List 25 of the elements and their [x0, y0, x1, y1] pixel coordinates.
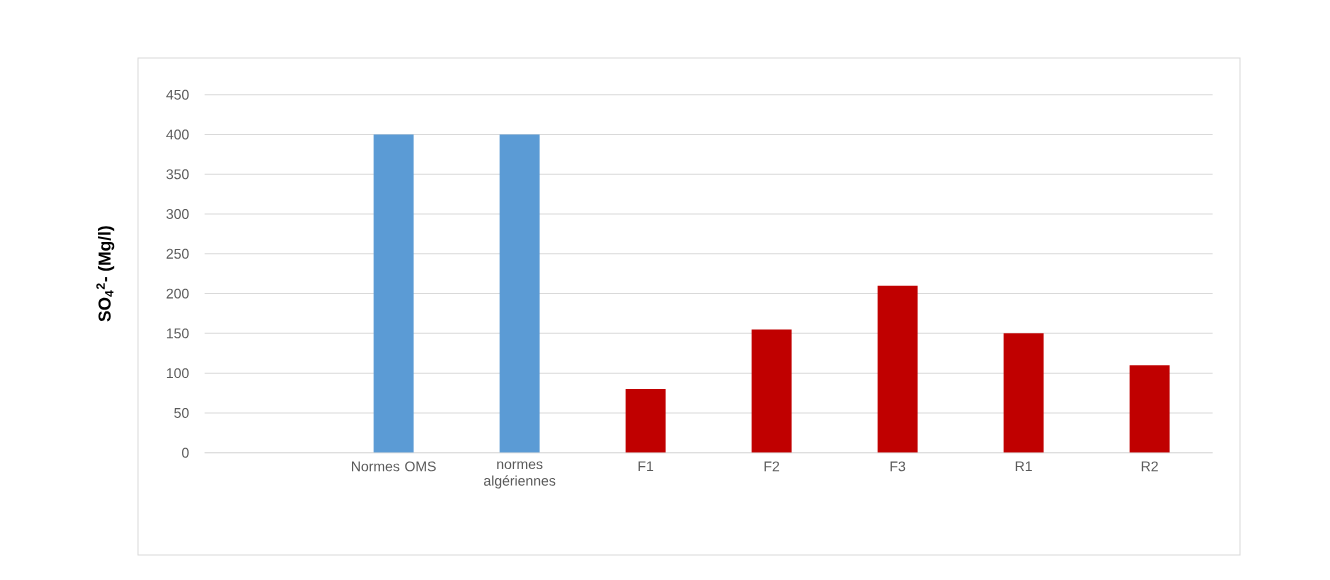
y-tick-label: 200 — [166, 288, 189, 299]
bar — [877, 285, 918, 453]
y-tick-label: 0 — [182, 447, 189, 458]
bar — [625, 389, 666, 453]
x-tick-label: Normes OMS — [352, 461, 436, 472]
bar — [751, 329, 792, 453]
bar — [499, 134, 540, 453]
y-tick-label: 350 — [166, 169, 189, 180]
y-tick-label: 300 — [166, 209, 189, 219]
y-tick-label: 450 — [166, 89, 189, 100]
y-tick-label: 250 — [166, 248, 189, 259]
x-tick-label: F3 — [890, 461, 906, 472]
y-tick-label: 100 — [166, 368, 189, 379]
y-tick-label: 400 — [166, 129, 189, 140]
y-axis-title: SO$_{4}$$^{2}$- (Mg/l) — [96, 226, 115, 322]
bar — [1129, 365, 1170, 453]
x-tick-label: F2 — [764, 461, 780, 472]
bar — [373, 134, 414, 453]
x-tick-label: normes algériennes — [484, 461, 556, 489]
x-tick-label: R2 — [1141, 461, 1158, 472]
x-tick-label: R1 — [1015, 461, 1032, 472]
bar — [1003, 333, 1044, 453]
y-tick-label: 50 — [174, 407, 189, 418]
y-tick-label: 150 — [166, 328, 189, 339]
x-tick-label: F1 — [638, 461, 654, 472]
